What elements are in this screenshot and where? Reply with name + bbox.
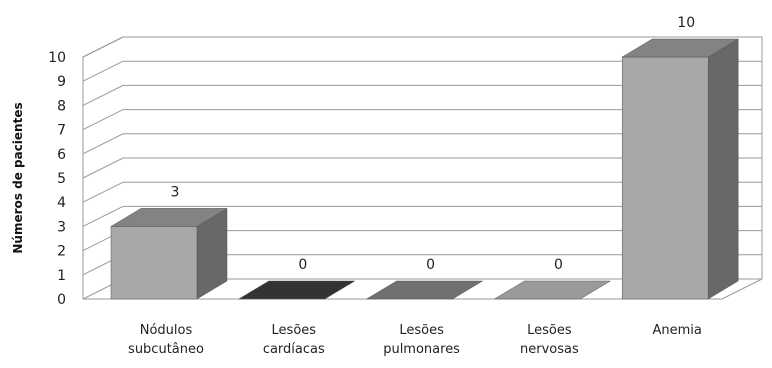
x-category-label: Nódulos subcutâneo: [128, 323, 204, 357]
x-category-label: Lesões pulmonares: [383, 323, 460, 357]
y-tick-label: 1: [57, 268, 66, 284]
gridline: [82, 181, 762, 203]
gridline: [82, 36, 762, 58]
data-label: 0: [298, 257, 307, 273]
bar: [237, 280, 356, 300]
y-tick-label: 2: [57, 244, 66, 260]
gridline: [82, 205, 762, 227]
bars: [110, 38, 740, 300]
y-axis-ticks: 0 1 2 3 4 5 6 7 8 9 10: [48, 50, 66, 308]
y-axis-title: Números de pacientes: [11, 102, 25, 253]
bar-top: [237, 280, 356, 300]
gridline: [82, 157, 762, 179]
x-category-line: nervosas: [520, 342, 579, 357]
y-tick-label: 4: [57, 195, 66, 211]
bar-front: [110, 226, 198, 300]
x-category-label: Anemia: [653, 323, 702, 338]
x-category-line: pulmonares: [383, 342, 460, 357]
bar-top: [621, 38, 740, 58]
x-category-line: subcutâneo: [128, 342, 204, 357]
y-tick-label: 0: [57, 292, 66, 308]
data-label: 3: [171, 184, 180, 200]
y-tick-label: 3: [57, 219, 66, 235]
bar: [621, 38, 740, 300]
bar-front: [621, 56, 709, 300]
gridline: [82, 60, 762, 82]
gridline: [82, 109, 762, 131]
data-label: 0: [554, 257, 563, 273]
x-category-line: Nódulos: [140, 323, 193, 338]
bar-top: [493, 280, 612, 300]
y-tick-label: 9: [57, 74, 66, 90]
bar: [365, 280, 484, 300]
gridline: [82, 133, 762, 155]
y-tick-label: 5: [57, 171, 66, 187]
y-tick-label: 10: [48, 50, 66, 66]
x-category-line: Lesões: [272, 323, 317, 338]
bar: [110, 207, 228, 300]
x-category-line: Lesões: [399, 323, 444, 338]
data-label: 0: [426, 257, 435, 273]
data-label: 10: [677, 15, 695, 31]
y-tick-label: 6: [57, 147, 66, 163]
bar: [493, 280, 612, 300]
bar-top: [365, 280, 484, 300]
x-category-label: Lesões cardíacas: [263, 323, 325, 357]
x-category-label: Lesões nervosas: [520, 323, 579, 357]
y-tick-label: 7: [57, 123, 66, 139]
y-tick-label: 8: [57, 98, 66, 114]
gridline: [82, 84, 762, 106]
x-category-line: cardíacas: [263, 342, 325, 357]
x-category-line: Lesões: [527, 323, 572, 338]
x-axis-categories: Nódulos subcutâneo Lesões cardíacas Lesões pu…: [128, 323, 702, 357]
x-category-line: Anemia: [653, 323, 702, 338]
bar-top: [110, 208, 228, 227]
data-labels: 3 0 0 0 10: [171, 15, 696, 273]
bar-side: [707, 38, 739, 300]
